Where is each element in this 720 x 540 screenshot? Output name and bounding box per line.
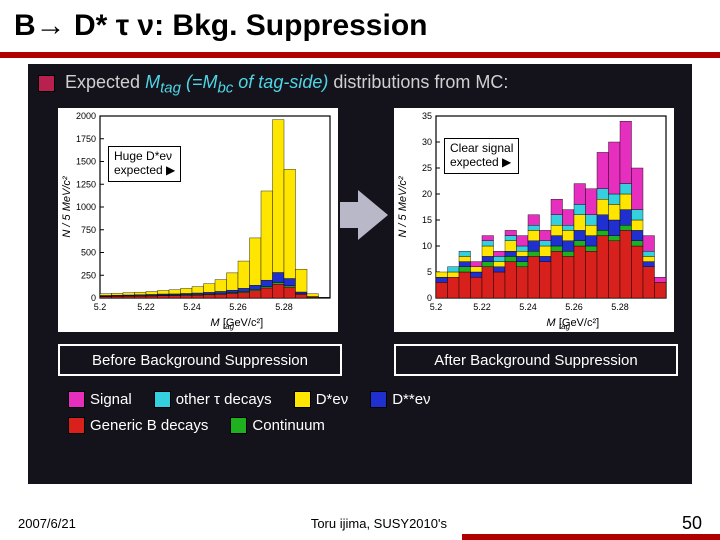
svg-text:250: 250 [81,270,96,280]
svg-text:10: 10 [422,241,432,251]
svg-text:5.26: 5.26 [565,302,583,312]
caption-left: Before Background Suppression [58,344,342,376]
content-panel: Expected Mtag (=Mbc of tag-side) distrib… [28,64,692,484]
panel-heading: Expected Mtag (=Mbc of tag-side) distrib… [38,72,508,97]
arrow-icon [358,190,388,240]
svg-text:35: 35 [422,111,432,121]
svg-text:750: 750 [81,225,96,235]
svg-text:15: 15 [422,215,432,225]
caption-right: After Background Suppression [394,344,678,376]
legend-row-1: Signalother τ decaysD*eνD**eν [68,390,453,408]
svg-text:5: 5 [427,267,432,277]
chart-right-box: 051015202530355.25.225.245.265.28Mtag[Ge… [394,108,674,332]
slide-title: B→ D* τ ν: Bkg. Suppression [0,9,427,43]
arrow-body [340,202,358,228]
title-underline [0,534,720,540]
svg-text:5.28: 5.28 [611,302,629,312]
svg-text:[GeV/c²]: [GeV/c²] [559,317,599,329]
svg-text:N / 5 MeV/c²: N / 5 MeV/c² [61,176,73,237]
chart-left-box: 0250500750100012501500175020005.25.225.2… [58,108,338,332]
svg-text:[GeV/c²]: [GeV/c²] [223,317,263,329]
svg-text:25: 25 [422,163,432,173]
chart-right-annotation: Clear signal expected ▶ [444,138,519,174]
chart-left: 0250500750100012501500175020005.25.225.2… [58,108,338,332]
footer-date: 2007/6/21 [18,516,76,531]
svg-text:M: M [546,317,556,329]
svg-text:M: M [210,317,220,329]
chart-left-annotation: Huge D*eν expected ▶ [108,146,181,182]
svg-text:5.26: 5.26 [229,302,247,312]
svg-text:5.24: 5.24 [183,302,201,312]
svg-text:5.22: 5.22 [473,302,491,312]
svg-text:5.28: 5.28 [275,302,293,312]
title-underline-full [0,52,720,58]
svg-text:1250: 1250 [76,179,96,189]
svg-text:5.2: 5.2 [430,302,443,312]
svg-text:1750: 1750 [76,134,96,144]
title-bar: B→ D* τ ν: Bkg. Suppression [0,0,720,52]
footer-page: 50 [682,513,702,534]
svg-text:1500: 1500 [76,157,96,167]
chart-right: 051015202530355.25.225.245.265.28Mtag[Ge… [394,108,674,332]
svg-text:5.24: 5.24 [519,302,537,312]
footer: 2007/6/21 Toru ijima, SUSY2010's 50 [0,513,720,534]
legend-row-2: Generic B decaysContinuum [68,416,347,434]
svg-text:2000: 2000 [76,111,96,121]
svg-text:N / 5 MeV/c²: N / 5 MeV/c² [397,176,409,237]
svg-text:5.2: 5.2 [94,302,107,312]
svg-text:30: 30 [422,137,432,147]
svg-text:20: 20 [422,189,432,199]
svg-text:500: 500 [81,248,96,258]
svg-text:1000: 1000 [76,202,96,212]
bullet-icon [38,75,55,92]
footer-center: Toru ijima, SUSY2010's [311,516,447,531]
svg-text:5.22: 5.22 [137,302,155,312]
